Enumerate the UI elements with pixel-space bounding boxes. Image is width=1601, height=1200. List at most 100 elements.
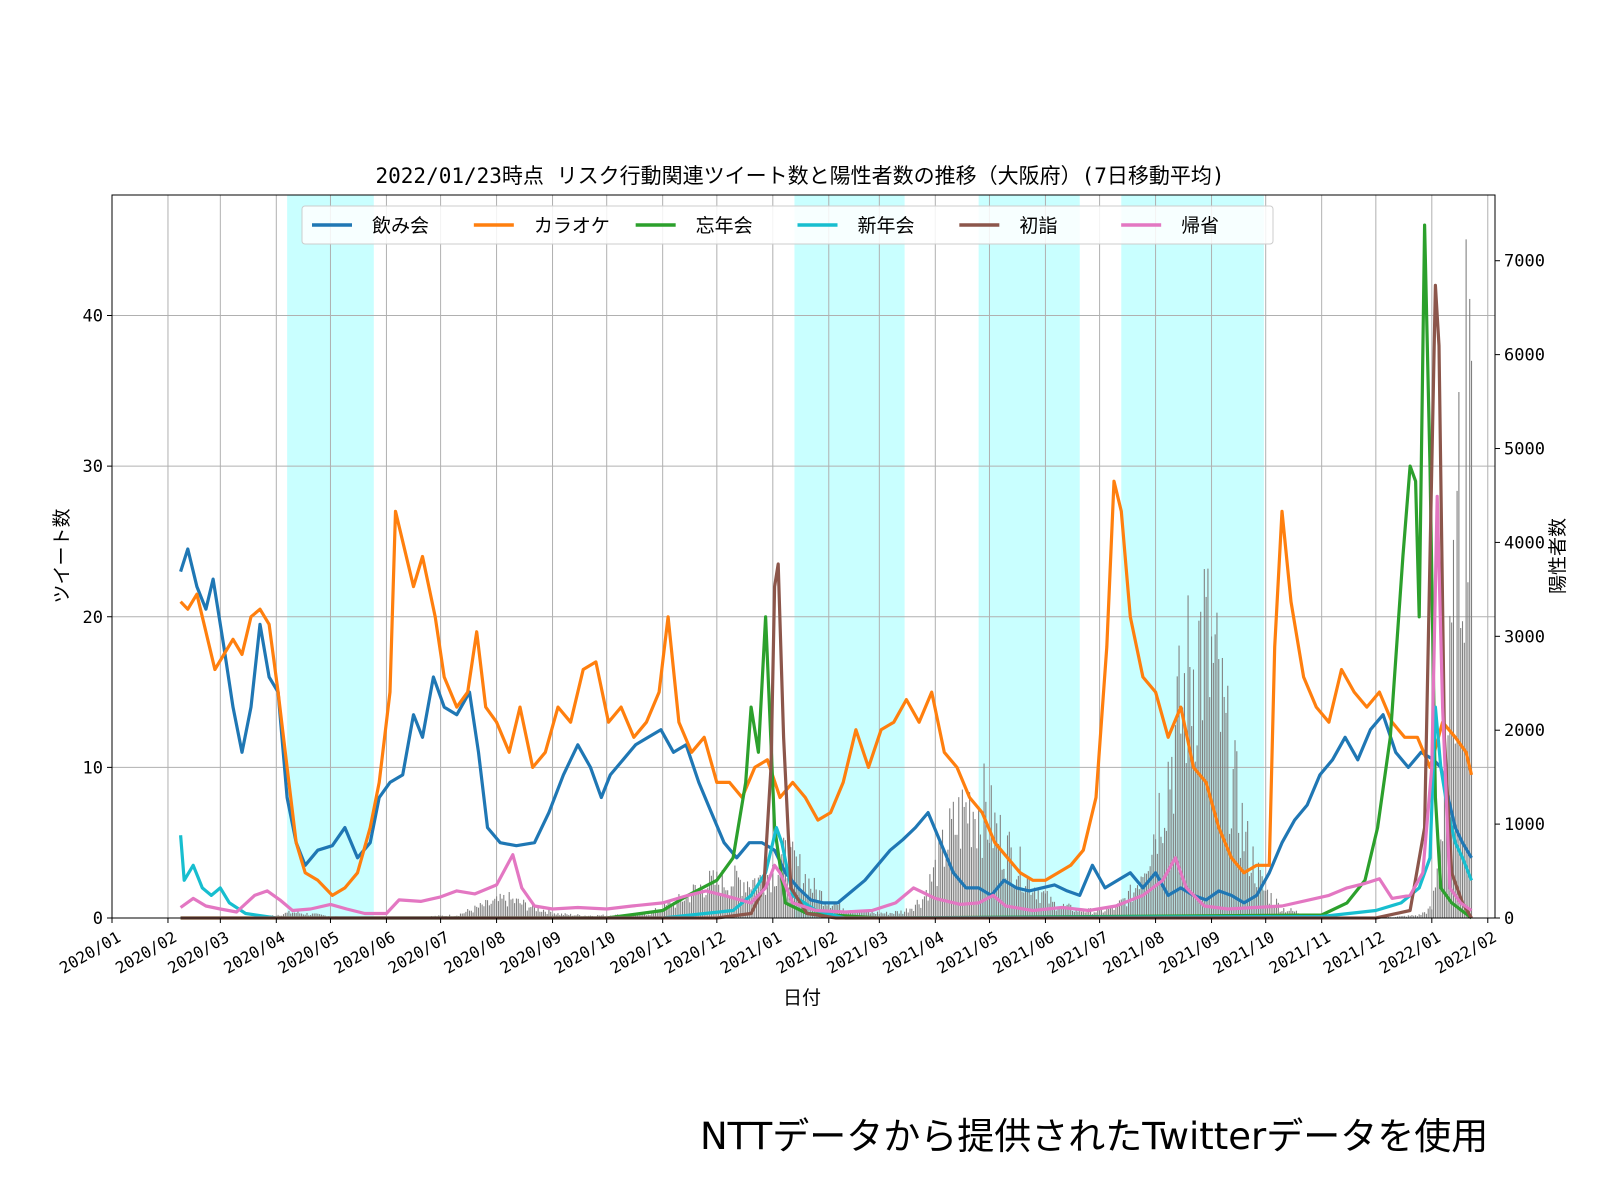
y2-tick-label: 1000 xyxy=(1504,815,1545,835)
positives-bar xyxy=(1059,907,1061,918)
positives-bar xyxy=(1099,908,1101,918)
positives-bar xyxy=(1445,769,1447,918)
positives-bar xyxy=(1025,886,1027,918)
positives-bar xyxy=(893,913,895,918)
positives-bars xyxy=(189,239,1473,919)
positives-bar xyxy=(1198,620,1200,918)
positives-bar xyxy=(282,914,285,918)
positives-bar xyxy=(1458,392,1460,918)
positives-bar xyxy=(1283,908,1285,918)
x-tick-label: 2020/04 xyxy=(220,927,288,977)
positives-bar xyxy=(524,902,526,918)
x-tick-label: 2021/07 xyxy=(1044,927,1112,977)
x-tick-label: 2020/06 xyxy=(331,927,399,977)
positives-bar xyxy=(1113,909,1115,918)
positives-bar xyxy=(981,857,983,918)
positives-bar xyxy=(1077,911,1079,918)
positives-bar xyxy=(1070,904,1072,918)
positives-bar xyxy=(680,898,682,918)
positives-bar xyxy=(1265,890,1267,918)
positives-bar xyxy=(1120,899,1122,918)
positives-bar xyxy=(970,847,972,918)
positives-bar xyxy=(295,913,297,918)
positives-bar xyxy=(810,888,812,918)
positives-bar xyxy=(302,914,304,918)
positives-bar xyxy=(763,892,765,918)
legend: 飲み会 カラオケ 忘年会 新年会 初詣 帰省 xyxy=(301,205,1274,245)
positives-bar xyxy=(963,806,965,918)
positives-bar xyxy=(1268,903,1270,918)
positives-bar xyxy=(727,890,729,918)
positives-bar xyxy=(923,896,926,918)
positives-bar xyxy=(878,914,880,918)
positives-bar xyxy=(1187,595,1189,918)
positives-bar xyxy=(1191,726,1193,918)
positives-bar xyxy=(918,904,920,918)
positives-bar xyxy=(1429,906,1431,918)
positives-bar xyxy=(557,913,559,918)
positives-bar xyxy=(1427,908,1429,918)
positives-bar xyxy=(1275,898,1278,918)
positives-bar xyxy=(691,895,693,918)
positives-bar xyxy=(725,890,727,918)
positives-bar xyxy=(947,849,949,918)
positives-bar xyxy=(772,864,774,918)
positives-bar xyxy=(730,886,732,918)
legend-label: 初詣 xyxy=(1019,215,1057,237)
positives-bar xyxy=(640,912,642,918)
positives-bar xyxy=(1442,841,1444,918)
positives-bar xyxy=(1160,836,1162,918)
positives-bar xyxy=(530,907,532,918)
positives-bar xyxy=(1230,828,1232,918)
positives-bar xyxy=(651,911,653,918)
positives-bar xyxy=(1151,854,1153,918)
positives-bar xyxy=(1420,914,1422,918)
positives-bar xyxy=(1014,886,1016,918)
x-tick-label: 2020/07 xyxy=(385,927,453,977)
positives-bar xyxy=(904,911,906,918)
legend-label: カラオケ xyxy=(534,215,610,237)
positives-bar xyxy=(1178,645,1180,918)
positives-bar xyxy=(1006,835,1009,918)
positives-bar xyxy=(528,907,530,918)
positives-bar xyxy=(561,913,563,918)
x-tick-label: 2020/12 xyxy=(661,927,729,977)
positives-bar xyxy=(876,911,879,918)
positives-bar xyxy=(1064,906,1066,918)
positives-bar xyxy=(849,910,851,918)
positives-bar xyxy=(797,866,799,918)
positives-bar xyxy=(871,911,873,918)
positives-bar xyxy=(866,910,868,918)
positives-bar xyxy=(994,812,996,918)
positives-bar xyxy=(932,867,935,918)
positives-bar xyxy=(985,801,987,918)
positives-bar xyxy=(658,910,660,918)
positives-bar xyxy=(541,911,543,918)
positives-bar xyxy=(867,911,870,918)
positives-bar xyxy=(1470,360,1473,919)
positives-bar xyxy=(766,875,768,918)
positives-bar xyxy=(916,899,918,918)
positives-bar xyxy=(913,911,915,918)
positives-bar xyxy=(492,900,494,918)
x-tick-label: 2021/12 xyxy=(1320,927,1388,977)
x-tick-label: 2021/06 xyxy=(990,927,1058,977)
positives-bar xyxy=(902,913,904,918)
positives-bar xyxy=(577,914,579,918)
positives-bar xyxy=(1236,751,1238,918)
positives-bar xyxy=(1452,539,1455,918)
positives-bar xyxy=(510,899,512,918)
positives-bar xyxy=(1254,883,1256,918)
positives-bar xyxy=(736,870,738,918)
positives-bar xyxy=(988,842,991,918)
positives-bar xyxy=(1443,784,1445,918)
positives-bar xyxy=(1205,596,1207,918)
positives-bar xyxy=(983,763,985,918)
positives-bar xyxy=(1135,888,1137,918)
positives-bar xyxy=(293,912,295,918)
x-tick-label: 2022/02 xyxy=(1432,927,1500,977)
positives-bar xyxy=(1189,667,1191,918)
positives-bar xyxy=(490,903,492,918)
positives-bar xyxy=(653,911,655,918)
positives-bar xyxy=(674,907,676,918)
